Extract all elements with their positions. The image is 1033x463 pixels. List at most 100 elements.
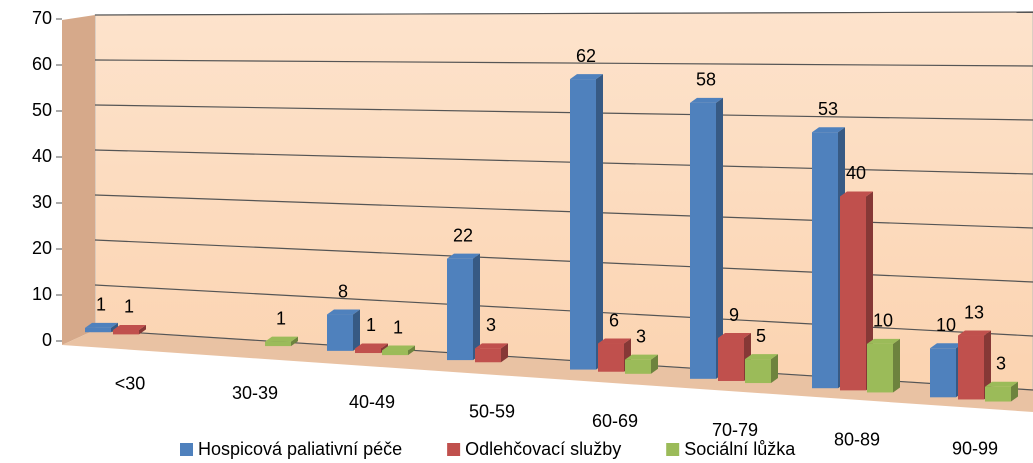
data-label: 1 — [393, 317, 403, 337]
legend-label: Odlehčovací služby — [465, 439, 621, 459]
data-label: 1 — [276, 308, 286, 328]
bar-face — [867, 343, 893, 393]
x-tick-label: 70-79 — [712, 420, 758, 440]
data-label: 3 — [636, 326, 646, 346]
bar — [690, 97, 723, 379]
y-tick-label: 50 — [32, 100, 52, 120]
grid-line — [94, 104, 1033, 121]
data-label: 53 — [818, 99, 838, 119]
data-label: 9 — [729, 305, 739, 325]
data-label: 8 — [338, 281, 348, 301]
bar — [985, 381, 1018, 402]
bar-face — [985, 381, 1018, 387]
bar — [570, 74, 603, 370]
bar-face — [327, 309, 360, 315]
bar — [745, 354, 778, 384]
x-tick-label: 50-59 — [469, 401, 515, 421]
x-tick-label: 60-69 — [592, 411, 638, 431]
bar-face — [139, 324, 146, 335]
data-label: 13 — [964, 302, 984, 322]
back-wall — [94, 11, 1033, 391]
data-label: 10 — [936, 315, 956, 335]
bar-face — [840, 191, 873, 197]
bar-face — [475, 348, 501, 363]
bar-face — [111, 322, 118, 333]
bar — [265, 336, 298, 347]
bar-face — [690, 97, 723, 103]
bar-face — [690, 102, 716, 379]
grid-line — [94, 149, 1033, 175]
bar-face — [651, 354, 658, 374]
bar-face — [475, 343, 508, 349]
bar-face — [958, 330, 991, 336]
bar — [382, 345, 415, 356]
bar-face — [327, 314, 353, 351]
bar-face — [598, 338, 631, 344]
bar-face — [353, 309, 360, 351]
bar-face — [85, 327, 111, 333]
x-tick-label: 40-49 — [349, 392, 395, 412]
bar-face — [473, 253, 480, 361]
grid-line — [94, 194, 1033, 229]
bar-face — [265, 341, 291, 347]
bar-face — [447, 253, 480, 259]
bar-face — [625, 354, 658, 360]
bar — [598, 338, 631, 372]
data-label: 10 — [873, 311, 893, 331]
bar — [447, 253, 480, 361]
bar-face — [716, 97, 723, 379]
floor — [62, 330, 1033, 412]
grid-line — [94, 11, 1033, 16]
bar-face — [382, 345, 415, 351]
data-label: 3 — [996, 353, 1006, 373]
bar-face — [570, 74, 603, 80]
bar-face — [113, 324, 146, 330]
y-tick-label: 70 — [32, 8, 52, 28]
data-label: 3 — [486, 315, 496, 335]
bar-face — [113, 329, 139, 335]
bar-face — [930, 343, 963, 349]
bar-face — [382, 350, 408, 356]
bar — [327, 309, 360, 351]
data-label: 1 — [96, 295, 106, 315]
grid-line — [94, 284, 1033, 337]
bar-face — [625, 359, 651, 374]
data-label: 22 — [453, 225, 473, 245]
y-tick-label: 30 — [32, 192, 52, 212]
bar-face — [501, 343, 508, 363]
legend-swatch — [666, 443, 680, 456]
y-tick-label: 10 — [32, 284, 52, 304]
bar-face — [771, 354, 778, 384]
x-tick-label: <30 — [115, 373, 146, 393]
y-tick-label: 0 — [42, 330, 52, 350]
x-tick-label: 30-39 — [232, 383, 278, 403]
bar-face — [867, 338, 900, 344]
bar — [718, 333, 751, 381]
bar — [812, 127, 845, 389]
bar-face — [893, 338, 900, 393]
bar-face — [291, 336, 298, 347]
bar-face — [570, 79, 596, 370]
bar-face — [718, 333, 751, 339]
bar-face — [355, 348, 381, 354]
bar-face — [812, 127, 845, 133]
bar-face — [447, 258, 473, 361]
data-label: 1 — [366, 315, 376, 335]
bar — [475, 343, 508, 363]
grid-line — [94, 239, 1033, 283]
data-label: 62 — [576, 46, 596, 66]
bar-face — [958, 335, 984, 400]
legend-swatch — [447, 443, 461, 456]
bar-face — [745, 359, 771, 384]
bar-face — [596, 74, 603, 370]
bar — [867, 338, 900, 393]
grid-line — [94, 59, 1033, 67]
bar-face — [408, 345, 415, 356]
bar-face — [355, 343, 388, 349]
bar-face — [812, 132, 838, 389]
data-label: 6 — [609, 310, 619, 330]
bar-face — [745, 354, 778, 360]
x-tick-label: 90-99 — [952, 439, 998, 459]
y-tick-label: 60 — [32, 54, 52, 74]
